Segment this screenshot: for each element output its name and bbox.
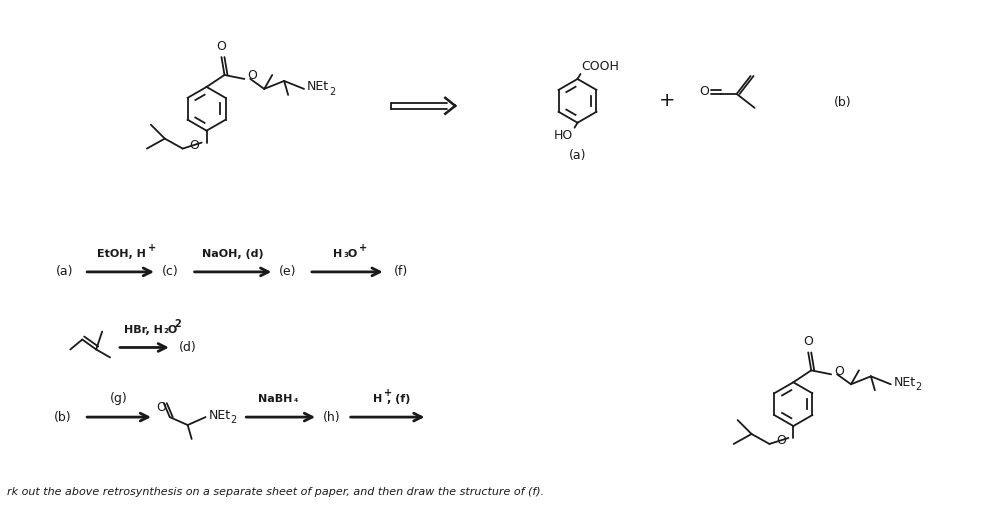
Text: (c): (c) [161,266,178,278]
Text: , (f): , (f) [386,394,410,404]
Text: 2: 2 [230,415,237,425]
Text: O: O [190,139,200,152]
Text: O: O [835,365,844,378]
Text: EtOH, H: EtOH, H [96,249,145,259]
Text: COOH: COOH [582,60,619,73]
Text: HBr, H: HBr, H [125,325,163,334]
Text: 2: 2 [329,87,335,97]
Text: NEt: NEt [208,409,231,422]
Text: NEt: NEt [307,80,329,93]
Text: (e): (e) [279,266,297,278]
Text: (b): (b) [53,411,71,424]
Text: (d): (d) [179,341,197,354]
Text: (b): (b) [835,96,852,109]
Text: rk out the above retrosynthesis on a separate sheet of paper, and then draw the : rk out the above retrosynthesis on a sep… [7,487,544,497]
Text: (a): (a) [569,148,586,162]
Text: H: H [333,249,342,259]
Text: O: O [248,70,258,82]
Text: O: O [156,400,166,414]
Text: 2: 2 [174,319,181,329]
Text: (g): (g) [110,392,128,405]
Text: NEt: NEt [894,376,916,389]
Text: HO: HO [553,129,572,142]
Text: (f): (f) [393,266,408,278]
Text: ₄: ₄ [294,394,298,404]
Text: O: O [216,40,226,53]
Text: +: + [659,91,675,110]
Text: NaOH, (d): NaOH, (d) [202,249,263,259]
Text: O: O [803,335,813,348]
Text: NaBH: NaBH [258,394,292,404]
Text: ₃O: ₃O [344,249,358,259]
Text: +: + [383,388,391,398]
Text: O: O [699,85,709,98]
Text: O: O [777,434,786,447]
Text: H: H [373,394,382,404]
Text: 2: 2 [915,382,922,392]
Text: (a): (a) [56,266,73,278]
Text: ₂O: ₂O [164,325,178,334]
Text: +: + [147,243,156,253]
Text: (h): (h) [323,411,340,424]
Text: +: + [359,243,367,253]
